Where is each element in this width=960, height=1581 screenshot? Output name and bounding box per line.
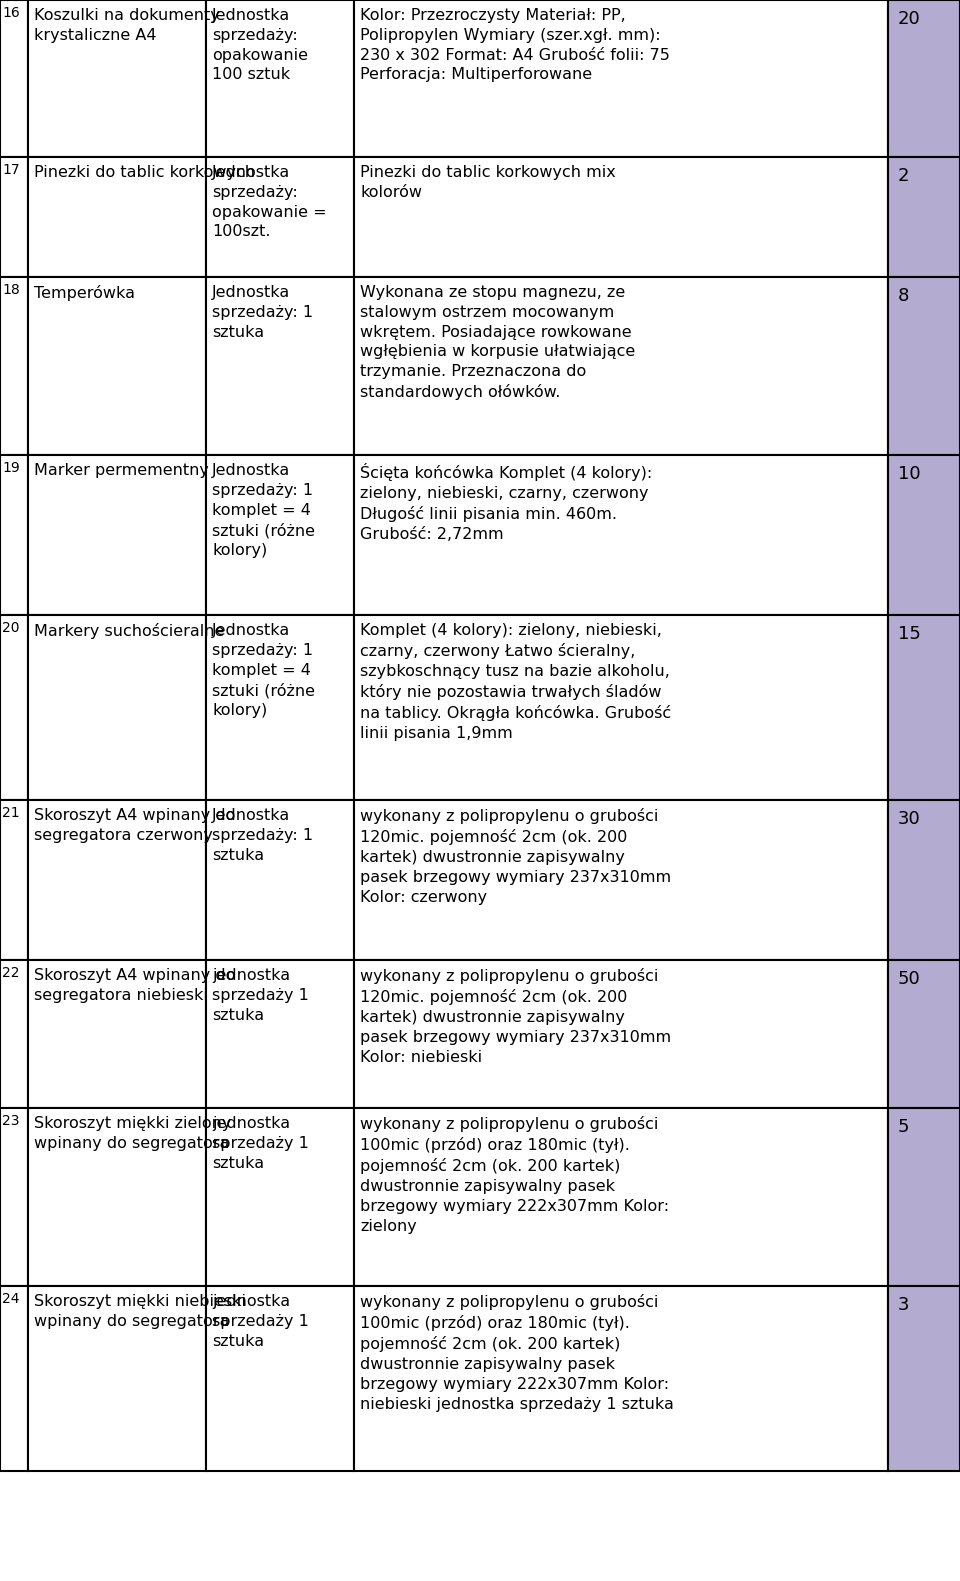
Bar xyxy=(888,0,960,157)
Text: Markery suchościeralne: Markery suchościeralne xyxy=(34,623,225,639)
Text: Wykonana ze stopu magnezu, ze
stalowym ostrzem mocowanym
wkrętem. Posiadające ro: Wykonana ze stopu magnezu, ze stalowym o… xyxy=(360,285,636,400)
Text: Komplet (4 kolory): zielony, niebieski,
czarny, czerwony Łatwo ścieralny,
szybko: Komplet (4 kolory): zielony, niebieski, … xyxy=(360,623,671,741)
Bar xyxy=(888,800,960,960)
Bar xyxy=(0,960,28,1108)
Bar xyxy=(888,960,960,1108)
Text: 3: 3 xyxy=(898,1296,909,1314)
Text: jednostka
sprzedaży 1
sztuka: jednostka sprzedaży 1 sztuka xyxy=(212,1116,309,1170)
Text: 19: 19 xyxy=(2,462,20,474)
Bar xyxy=(354,277,888,455)
Text: wykonany z polipropylenu o grubości
120mic. pojemność 2cm (ok. 200
kartek) dwust: wykonany z polipropylenu o grubości 120m… xyxy=(360,808,671,904)
Text: Ścięta końcówka Komplet (4 kolory):
zielony, niebieski, czarny, czerwony
Długość: Ścięta końcówka Komplet (4 kolory): ziel… xyxy=(360,463,652,542)
Bar xyxy=(0,615,28,800)
Bar xyxy=(888,277,960,455)
Bar xyxy=(28,277,206,455)
Text: jednostka
sprzedaży 1
sztuka: jednostka sprzedaży 1 sztuka xyxy=(212,968,309,1023)
Bar xyxy=(206,1285,354,1470)
Text: Pinezki do tablic korkowych: Pinezki do tablic korkowych xyxy=(34,164,255,180)
Text: 10: 10 xyxy=(898,465,921,484)
Bar xyxy=(206,800,354,960)
Text: Skoroszyt miękki zielony
wpinany do segregatora: Skoroszyt miękki zielony wpinany do segr… xyxy=(34,1116,231,1151)
Text: Skoroszyt A4 wpinany do
segregatora czerwony: Skoroszyt A4 wpinany do segregatora czer… xyxy=(34,808,235,843)
Bar xyxy=(206,615,354,800)
Bar xyxy=(206,277,354,455)
Text: 20: 20 xyxy=(2,621,19,636)
Bar xyxy=(28,1108,206,1285)
Text: 21: 21 xyxy=(2,806,19,821)
Bar xyxy=(888,1285,960,1470)
Bar xyxy=(354,1285,888,1470)
Text: Kolor: Przezroczysty Materiał: PP,
Polipropylen Wymiary (szer.xgł. mm):
230 x 30: Kolor: Przezroczysty Materiał: PP, Polip… xyxy=(360,8,670,82)
Bar xyxy=(888,1108,960,1285)
Text: Skoroszyt miękki niebieski
wpinany do segregatora: Skoroszyt miękki niebieski wpinany do se… xyxy=(34,1293,246,1328)
Text: Pinezki do tablic korkowych mix
kolorów: Pinezki do tablic korkowych mix kolorów xyxy=(360,164,615,199)
Text: Jednostka
sprzedaży: 1
sztuka: Jednostka sprzedaży: 1 sztuka xyxy=(212,808,313,863)
Bar xyxy=(0,1108,28,1285)
Text: 2: 2 xyxy=(898,168,909,185)
Bar xyxy=(28,800,206,960)
Bar xyxy=(354,455,888,615)
Bar xyxy=(0,277,28,455)
Bar xyxy=(0,0,28,157)
Bar xyxy=(354,615,888,800)
Text: Skoroszyt A4 wpinany do
segregatora niebieski: Skoroszyt A4 wpinany do segregatora nieb… xyxy=(34,968,235,1002)
Bar xyxy=(206,960,354,1108)
Text: 5: 5 xyxy=(898,1118,909,1137)
Bar xyxy=(354,0,888,157)
Text: Jednostka
sprzedaży: 1
komplet = 4
sztuki (różne
kolory): Jednostka sprzedaży: 1 komplet = 4 sztuk… xyxy=(212,623,315,718)
Bar xyxy=(0,455,28,615)
Bar xyxy=(0,1285,28,1470)
Bar xyxy=(354,800,888,960)
Bar xyxy=(888,615,960,800)
Text: Jednostka
sprzedaży: 1
komplet = 4
sztuki (różne
kolory): Jednostka sprzedaży: 1 komplet = 4 sztuk… xyxy=(212,463,315,558)
Text: Jednostka
sprzedaży: 1
sztuka: Jednostka sprzedaży: 1 sztuka xyxy=(212,285,313,340)
Text: 8: 8 xyxy=(898,288,909,305)
Bar xyxy=(206,157,354,277)
Text: Jednostka
sprzedaży:
opakowanie =
100szt.: Jednostka sprzedaży: opakowanie = 100szt… xyxy=(212,164,326,239)
Text: wykonany z polipropylenu o grubości
120mic. pojemność 2cm (ok. 200
kartek) dwust: wykonany z polipropylenu o grubości 120m… xyxy=(360,968,671,1064)
Text: 18: 18 xyxy=(2,283,20,297)
Text: Jednostka
sprzedaży:
opakowanie
100 sztuk: Jednostka sprzedaży: opakowanie 100 sztu… xyxy=(212,8,308,82)
Text: Temperówka: Temperówka xyxy=(34,285,135,300)
Bar xyxy=(354,960,888,1108)
Text: Marker permementny: Marker permementny xyxy=(34,463,209,477)
Bar xyxy=(206,0,354,157)
Text: 20: 20 xyxy=(898,9,921,28)
Bar xyxy=(888,455,960,615)
Bar xyxy=(354,157,888,277)
Bar xyxy=(28,0,206,157)
Bar xyxy=(28,455,206,615)
Text: 15: 15 xyxy=(898,624,921,643)
Text: 16: 16 xyxy=(2,6,20,21)
Text: Koszulki na dokumenty
krystaliczne A4: Koszulki na dokumenty krystaliczne A4 xyxy=(34,8,220,43)
Text: 50: 50 xyxy=(898,971,921,988)
Bar xyxy=(28,960,206,1108)
Bar xyxy=(206,1108,354,1285)
Bar xyxy=(28,615,206,800)
Bar xyxy=(28,157,206,277)
Text: 30: 30 xyxy=(898,809,921,828)
Text: 23: 23 xyxy=(2,1115,19,1127)
Bar xyxy=(354,1108,888,1285)
Text: jednostka
sprzedaży 1
sztuka: jednostka sprzedaży 1 sztuka xyxy=(212,1293,309,1349)
Bar xyxy=(206,455,354,615)
Text: 22: 22 xyxy=(2,966,19,980)
Bar xyxy=(888,157,960,277)
Text: wykonany z polipropylenu o grubości
100mic (przód) oraz 180mic (tył).
pojemność : wykonany z polipropylenu o grubości 100m… xyxy=(360,1116,669,1233)
Bar xyxy=(28,1285,206,1470)
Text: 24: 24 xyxy=(2,1292,19,1306)
Text: wykonany z polipropylenu o grubości
100mic (przód) oraz 180mic (tył).
pojemność : wykonany z polipropylenu o grubości 100m… xyxy=(360,1293,674,1412)
Text: 17: 17 xyxy=(2,163,19,177)
Bar xyxy=(0,157,28,277)
Bar xyxy=(0,800,28,960)
